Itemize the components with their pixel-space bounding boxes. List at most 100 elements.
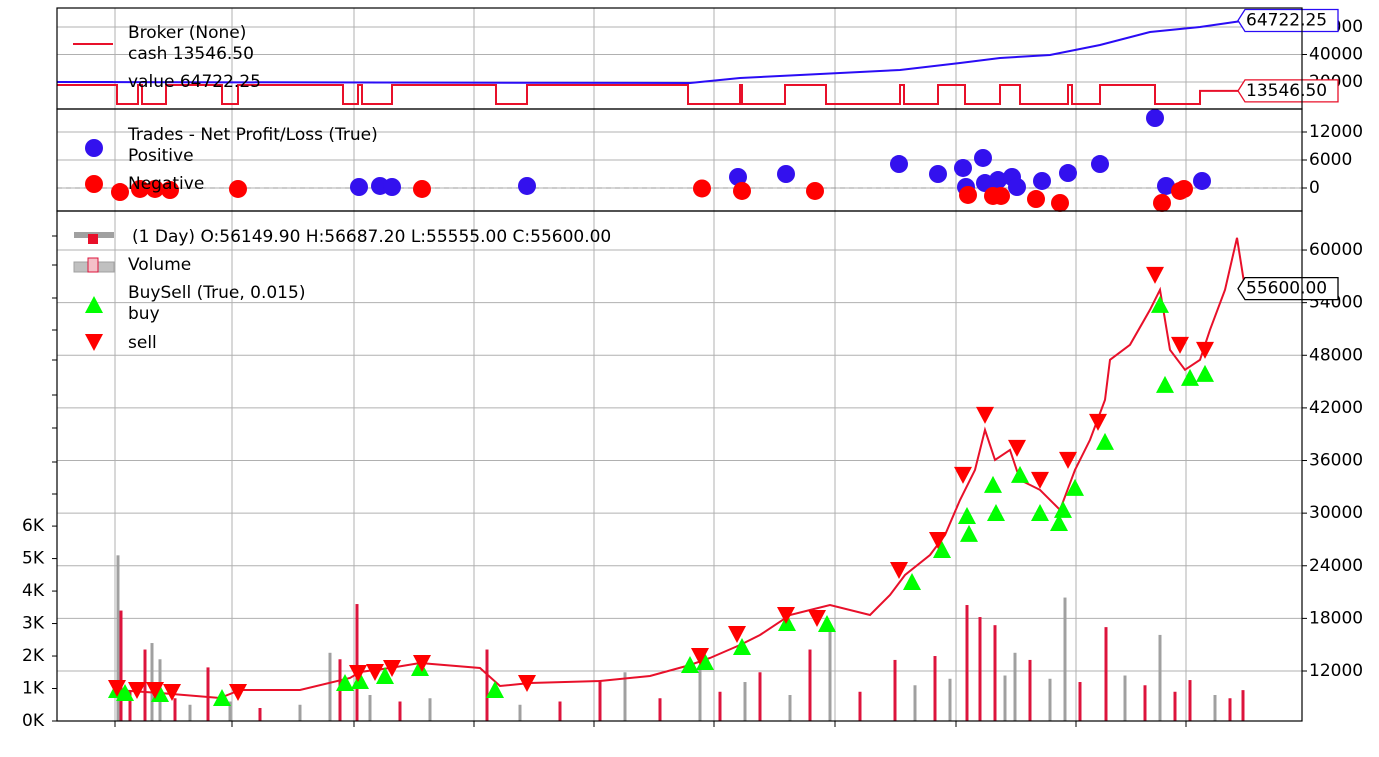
line-series [57, 84, 1245, 105]
buy-marker [903, 572, 921, 590]
panel-frame [56, 210, 1303, 722]
volume-bar [228, 701, 232, 721]
buy-marker [116, 684, 134, 702]
sell-marker [691, 648, 709, 666]
sell-marker [976, 406, 994, 424]
buy-marker [486, 681, 504, 699]
trade-point [350, 177, 368, 196]
volume-bar [698, 670, 702, 721]
trade-point [954, 158, 972, 177]
trade-point [777, 164, 795, 183]
trade-point [1008, 177, 1026, 196]
volume-bar [933, 656, 937, 721]
sell-marker [518, 675, 536, 693]
sell-marker [1059, 451, 1077, 469]
volume-bar [206, 667, 210, 721]
price-line [114, 237, 1246, 700]
buy-marker [778, 613, 796, 631]
trade-point [131, 179, 149, 198]
trade-point [383, 177, 401, 196]
volume-bar [1188, 680, 1192, 721]
legend-title: (1 Day) O:56149.90 H:56687.20 L:55555.00… [132, 227, 611, 247]
y2-tick-label: 3K [22, 614, 45, 634]
y2-tick-label: 6K [22, 516, 45, 536]
trade-point [733, 181, 751, 200]
volume-bar [428, 698, 432, 721]
volume-bar [598, 680, 602, 721]
sell-marker [1196, 341, 1214, 359]
trade-point [1157, 176, 1175, 195]
legend-entry: cash 13546.50 [128, 44, 254, 64]
buy-marker [733, 637, 751, 655]
volume-bar [1123, 675, 1127, 721]
y2-tick-label: 2K [22, 646, 45, 666]
sell-marker [413, 655, 431, 673]
buy-marker [1050, 513, 1068, 531]
volume-bar [188, 704, 192, 721]
sell-marker [349, 665, 367, 683]
buy-marker [696, 652, 714, 670]
y-tick-label: 42000 [1309, 398, 1363, 418]
y2-tick-label: 0K [22, 711, 45, 731]
x-ticks [52, 235, 1187, 727]
volume-bar [328, 652, 332, 721]
legend-entry: Negative [128, 174, 204, 194]
y-tick-label: 48000 [1309, 345, 1363, 365]
volume-bar [173, 698, 177, 721]
y-tick-label: 18000 [1309, 608, 1363, 628]
buy-marker [933, 540, 951, 558]
volume-bar [116, 555, 120, 721]
sell-marker [108, 680, 126, 698]
buy-marker [213, 689, 231, 707]
volume-bar [1028, 659, 1032, 721]
legend-title: BuySell (True, 0.015) [128, 283, 305, 303]
sell-marker [1031, 471, 1049, 489]
volume-bar [1143, 685, 1147, 721]
buy-marker [1011, 465, 1029, 483]
sell-marker [1008, 439, 1026, 457]
volume-bar [1078, 682, 1082, 721]
line-series [56, 19, 1246, 85]
vertical-grid [114, 8, 1187, 721]
buy-marker [1156, 375, 1174, 393]
sell-marker [808, 609, 826, 627]
buy-marker [336, 674, 354, 692]
sell-marker [728, 625, 746, 643]
buy-marker [1151, 295, 1169, 313]
y-tick-label: 36000 [1309, 451, 1363, 471]
volume-bar [743, 682, 747, 721]
trade-point [729, 167, 747, 186]
volume-bar [355, 604, 359, 721]
volume-bar [913, 685, 917, 721]
buy-marker [1096, 432, 1114, 450]
volume-bar [558, 701, 562, 721]
end-label-box [1237, 79, 1339, 103]
end-label: 64722.25 [1246, 10, 1327, 30]
plot-layer: 20000400006000013546.5064722.25060001200… [22, 8, 1363, 731]
volume-bar [368, 695, 372, 721]
trade-point [161, 181, 179, 200]
legend-entry: buy [128, 304, 160, 324]
y-tick-label: 6000 [1309, 150, 1352, 170]
y2-tick-label: 5K [22, 549, 45, 569]
volume-bar [1013, 652, 1017, 721]
volume-bar [1104, 627, 1108, 721]
end-label: 55600.00 [1246, 279, 1327, 299]
volume-bar [993, 625, 997, 721]
end-label: 13546.50 [1246, 81, 1327, 101]
trade-point [1091, 155, 1109, 174]
trade-point [146, 179, 164, 198]
buy-marker [1181, 368, 1199, 386]
sell-marker [146, 682, 164, 700]
volume-bar [718, 691, 722, 721]
volume-bar [1158, 634, 1162, 721]
volume-bar [788, 695, 792, 721]
y-tick-label: 30000 [1309, 503, 1363, 523]
trade-point [959, 185, 977, 204]
trade-point [929, 164, 947, 183]
volume-bar [858, 691, 862, 721]
buy-marker [376, 667, 394, 685]
buy-marker [1066, 478, 1084, 496]
sell-marker [890, 561, 908, 579]
